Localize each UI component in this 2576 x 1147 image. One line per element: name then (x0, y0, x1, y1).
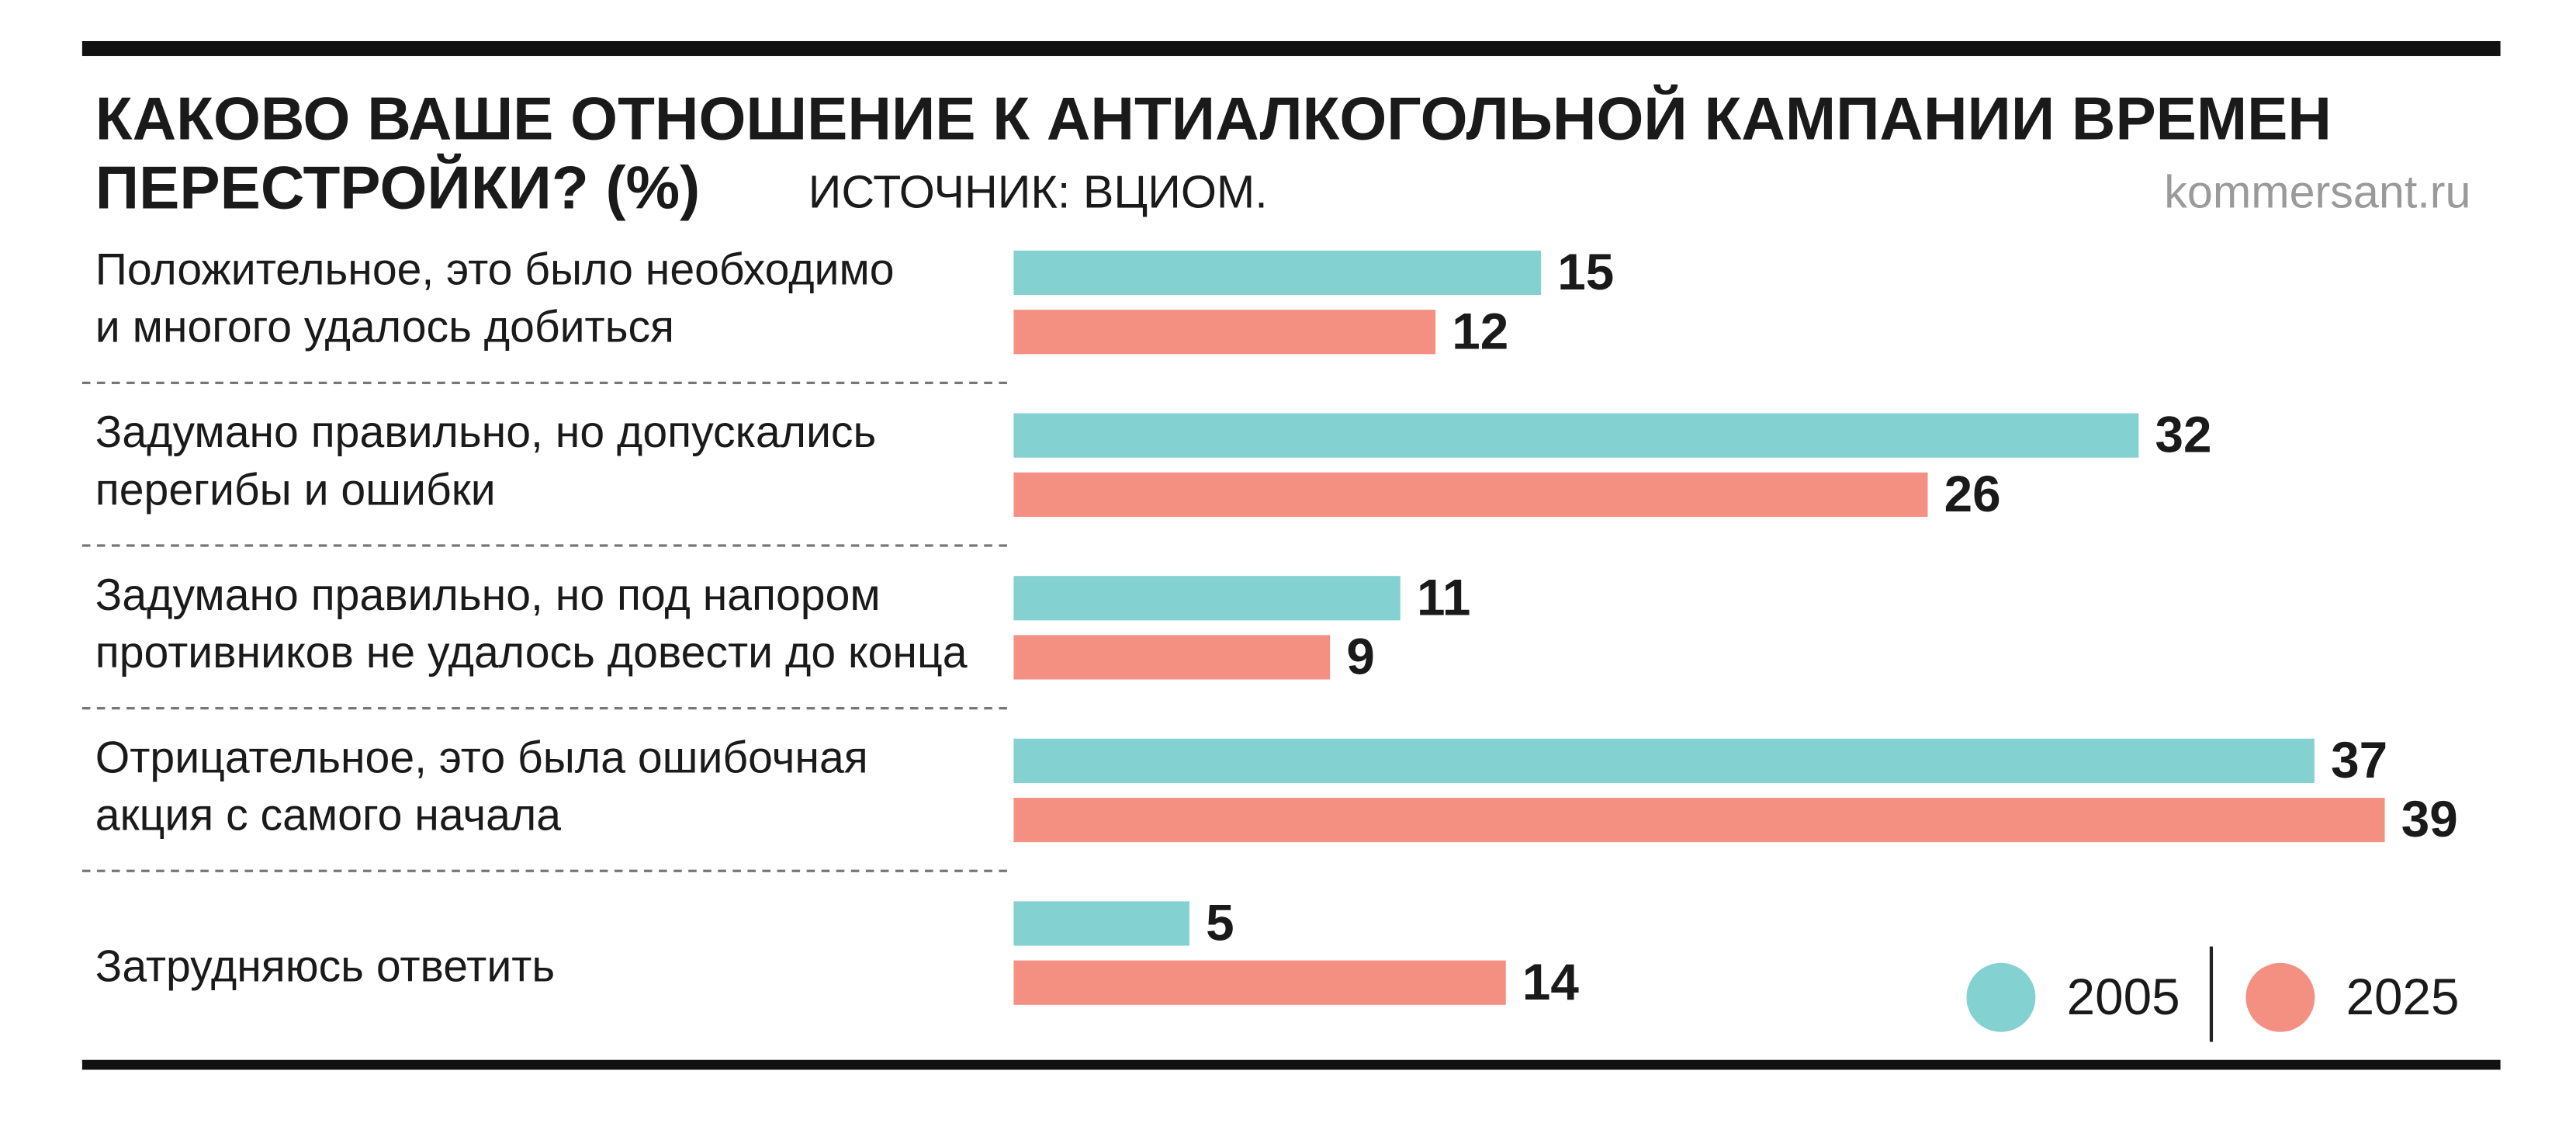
bar (1013, 472, 1928, 517)
category-label: противников не удалось довести до конца (95, 628, 968, 677)
value-label: 5 (1206, 895, 1234, 951)
value-label: 32 (2155, 407, 2212, 463)
value-label: 11 (1417, 569, 1470, 625)
bar (1013, 901, 1189, 946)
bar (1013, 738, 2315, 783)
top-rule (81, 40, 2501, 57)
bar (1013, 310, 1436, 355)
chart-title: ПЕРЕСТРОЙКИ? (%) (95, 153, 700, 221)
value-label: 39 (2401, 791, 2458, 847)
bar (1013, 960, 1506, 1005)
bar (1013, 635, 1331, 680)
chart-title: КАКОВО ВАШЕ ОТНОШЕНИЕ К АНТИАЛКОГОЛЬНОЙ … (95, 85, 2332, 153)
category-label: Затрудняюсь ответить (95, 941, 555, 991)
bar (1013, 250, 1542, 296)
legend-swatch (2245, 962, 2315, 1032)
value-label: 14 (1522, 954, 1579, 1010)
bottom-rule (81, 1059, 2501, 1070)
value-label: 37 (2331, 732, 2387, 788)
value-label: 9 (1346, 629, 1375, 685)
legend-label: 2005 (2067, 969, 2180, 1025)
value-label: 12 (1452, 303, 1508, 359)
category-label: Положительное, это было необходимо (95, 245, 895, 295)
category-label: и многого удалось добиться (95, 303, 674, 352)
category-label: перегибы и ошибки (95, 465, 496, 515)
value-label: 26 (1944, 466, 2001, 522)
value-label: 15 (1557, 244, 1614, 300)
category-label: акция с самого начала (95, 791, 561, 840)
category-label: Задумано правильно, но допускались (95, 407, 876, 457)
bar (1013, 413, 2139, 458)
source: ИСТОЧНИК: ВЦИОМ. (808, 166, 1268, 218)
bar (1013, 798, 2385, 843)
credit: kommersant.ru (2164, 166, 2470, 218)
legend-swatch (1966, 962, 2036, 1032)
legend-label: 2025 (2346, 969, 2460, 1025)
category-label: Отрицательное, это была ошибочная (95, 733, 868, 782)
category-label: Задумано правильно, но под напором (95, 570, 881, 620)
bar (1013, 576, 1401, 621)
